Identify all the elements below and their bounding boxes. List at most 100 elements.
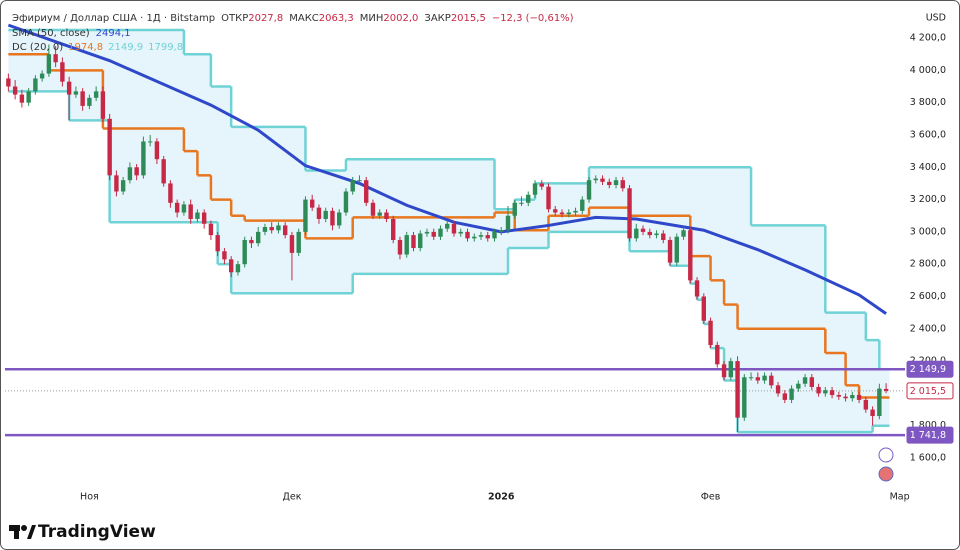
logo-mark (21, 525, 27, 531)
candle-body (39, 73, 45, 79)
y-tick-label: 2 800,0 (910, 259, 946, 270)
candle-body (188, 204, 193, 219)
candle-body (33, 78, 38, 92)
candle-body (53, 54, 58, 63)
candle-body (262, 227, 268, 232)
y-tick-label: 3 600,0 (910, 129, 946, 140)
legend-item: SMA (50, close) (12, 28, 90, 39)
candle-body (350, 180, 355, 192)
y-tick-label: 1 800,0 (910, 420, 946, 431)
candle-body (850, 395, 855, 399)
candle-body (255, 231, 261, 244)
candle-body (580, 199, 585, 211)
channel-fill (8, 29, 890, 433)
candle-body (829, 390, 835, 396)
candle-body (174, 202, 180, 213)
candle-body (620, 180, 625, 189)
candle-body (201, 212, 207, 224)
candle-body (303, 199, 308, 232)
candle-body (384, 212, 389, 219)
candle-body (674, 236, 679, 263)
candle-body (553, 209, 558, 213)
candle-body (566, 212, 571, 215)
candle-body (235, 264, 241, 273)
legend-item: −12,3 (−0,61%) (492, 13, 574, 24)
candle-body (161, 159, 166, 184)
candle-body (499, 230, 504, 232)
candle-body (289, 235, 295, 253)
legend-item: 2027,8 (248, 13, 283, 24)
legend-item: 2063,3 (319, 13, 354, 24)
candle-body (708, 320, 713, 345)
candle-body (46, 54, 52, 74)
x-tick-label: Дек (282, 492, 301, 503)
legend-item: МИН (360, 13, 384, 24)
candle-body (66, 81, 72, 95)
candle-body (775, 385, 781, 394)
candle-body (492, 231, 497, 239)
candle-body (512, 202, 517, 216)
price-label: 2 149,9 (910, 364, 946, 375)
candle-body (141, 141, 146, 176)
candle-body (222, 251, 227, 260)
candle-body (215, 235, 220, 252)
candle-body (478, 235, 484, 237)
candle-body (836, 395, 842, 397)
candle-body (249, 239, 254, 244)
candle-body (586, 180, 592, 200)
y-tick-label: 4 000,0 (910, 65, 946, 76)
icon (878, 466, 894, 482)
candle-body (397, 239, 403, 255)
candle-body (647, 231, 652, 236)
candle-body (883, 388, 889, 391)
candle-body (823, 390, 828, 394)
candle-body (19, 94, 25, 103)
candle-body (877, 388, 882, 417)
candle-body (181, 204, 187, 213)
candle-body (6, 78, 11, 87)
candle-body (667, 239, 673, 263)
candle-body (310, 199, 315, 208)
y-tick-label: 1 600,0 (910, 453, 946, 464)
candle-body (607, 181, 612, 186)
legend-item: 2002,0 (383, 13, 418, 24)
logo-text: TradingView (38, 522, 156, 542)
candle-body (782, 393, 788, 400)
candle-body (377, 212, 382, 216)
candle-body (282, 225, 288, 236)
candle-body (391, 218, 396, 240)
candle-body (613, 180, 619, 186)
side-icons (878, 447, 894, 482)
y-tick-label: 3 400,0 (910, 162, 946, 173)
candle-body (208, 223, 214, 236)
candle-body (789, 388, 794, 400)
candle-body (330, 210, 335, 226)
candle-body (573, 210, 578, 213)
candle-body (60, 62, 65, 82)
candle-body (445, 223, 450, 229)
candle-body (694, 280, 700, 297)
candle-body (816, 386, 821, 394)
candle-body (762, 375, 767, 381)
legend-item: 2149,9 (108, 42, 143, 53)
candle-body (688, 230, 693, 281)
candle-body (438, 228, 443, 237)
legend-item: МАКС (289, 13, 319, 24)
candle-body (735, 361, 740, 418)
logo-mark (27, 525, 36, 539)
candle-body (100, 91, 106, 119)
candle-body (242, 239, 247, 265)
candle-body (458, 231, 463, 234)
x-tick-label: Ноя (80, 492, 99, 503)
candle-body (87, 97, 92, 106)
logo: TradingView (9, 522, 156, 542)
legend-item: 1974,8 (68, 42, 103, 53)
candle-body (627, 188, 632, 239)
candle-body (370, 202, 376, 216)
candle-body (120, 180, 126, 192)
candle-body (796, 383, 801, 389)
legend-item: DC (20, 0) (12, 42, 63, 53)
x-tick-label: Мар (890, 492, 910, 503)
candle-body (856, 395, 862, 400)
